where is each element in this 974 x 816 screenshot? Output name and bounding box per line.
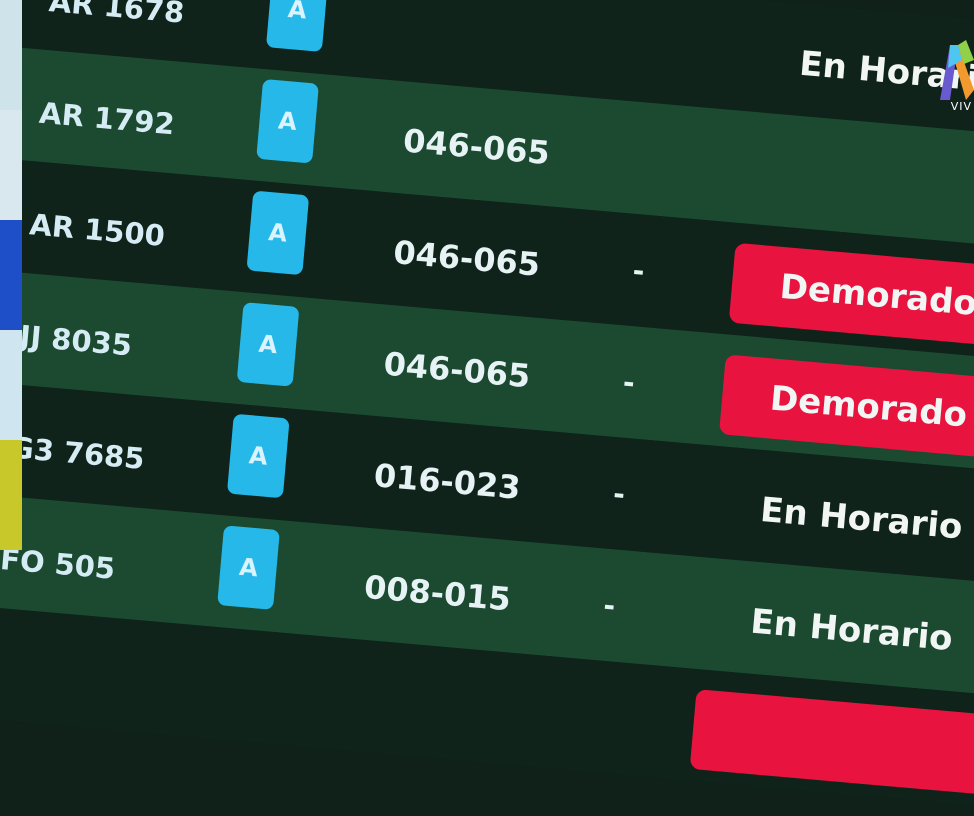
gate-placeholder: - <box>611 477 627 512</box>
terminal-badge: A <box>256 78 319 164</box>
checkin-counters: 016-023 <box>372 456 523 507</box>
flight-number: G3 7685 <box>8 430 146 477</box>
channel-logo-text: VIV <box>950 100 972 113</box>
terminal-badge: A <box>246 190 310 276</box>
gate-placeholder: - <box>602 588 617 623</box>
channel-logo-icon <box>940 40 974 100</box>
flight-status <box>689 689 974 804</box>
checkin-counters: 046-065 <box>401 121 552 173</box>
terminal-badge: A <box>226 413 290 499</box>
gate-placeholder: - <box>621 365 637 400</box>
checkin-counters: 008-015 <box>362 567 513 619</box>
gate-placeholder: - <box>631 254 646 288</box>
flight-number: AR 1500 <box>28 207 167 253</box>
flight-number: AR 1792 <box>37 95 176 142</box>
checkin-counters: 046-065 <box>391 233 542 284</box>
terminal-badge: A <box>217 525 280 610</box>
adjacent-screen-edge <box>0 0 22 550</box>
terminal-badge: A <box>265 0 329 52</box>
flight-number: JJ 8035 <box>18 318 134 363</box>
terminal-badge: A <box>236 302 300 387</box>
flight-number: AR 1678 <box>47 0 186 30</box>
checkin-counters: 046-065 <box>382 344 532 396</box>
